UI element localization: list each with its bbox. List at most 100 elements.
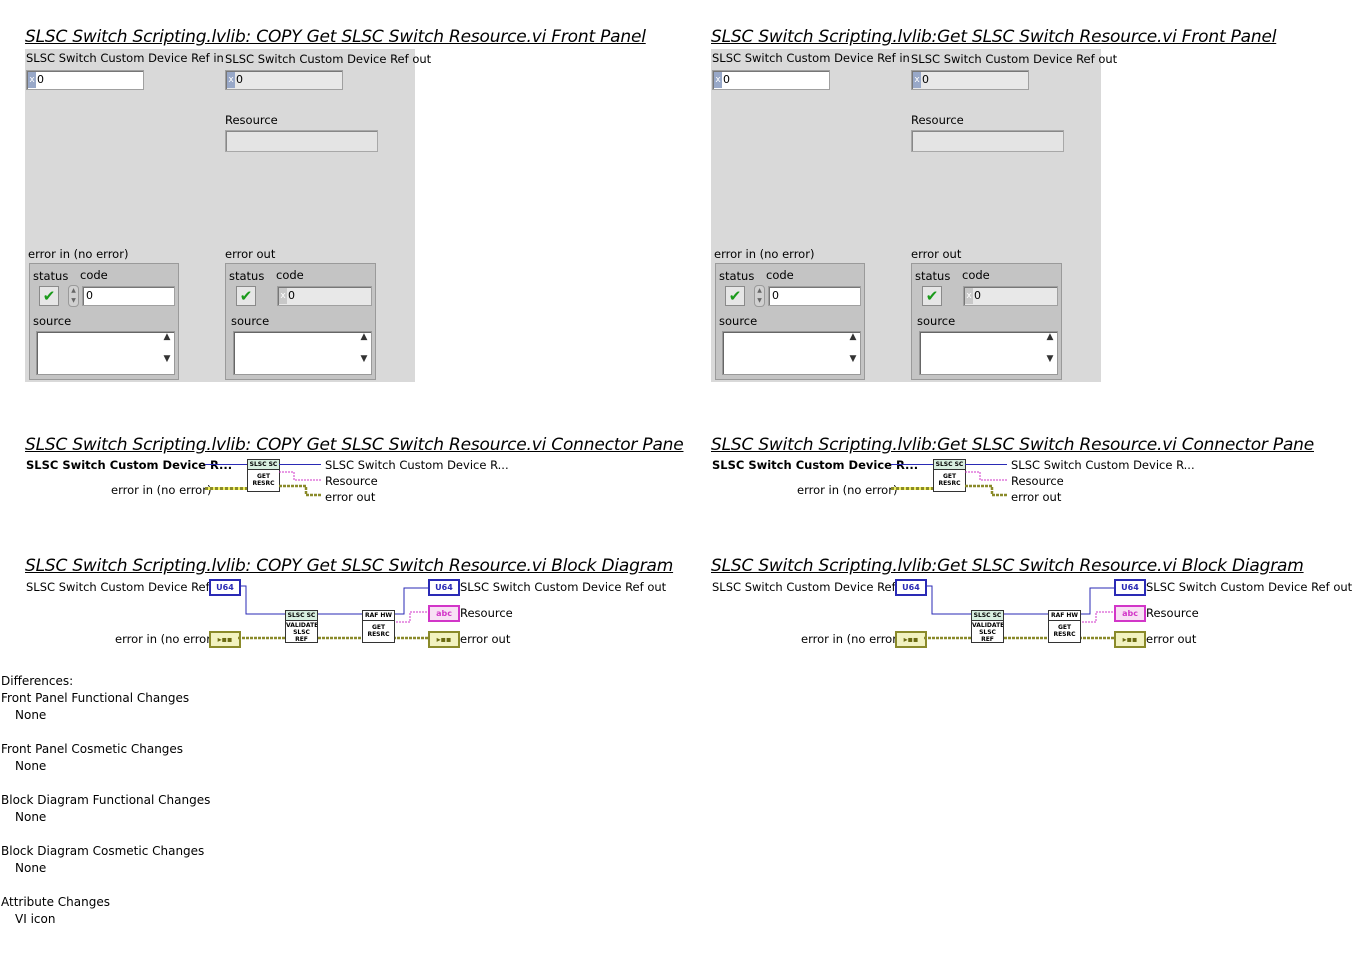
ref-wire — [279, 464, 321, 465]
cp-output-wires — [965, 471, 1007, 497]
bd-error-out-terminal[interactable]: ▸▪▪ — [1114, 631, 1146, 648]
scroll-down-icon[interactable]: ▼ — [360, 354, 368, 364]
bd-error-in-terminal[interactable]: ▸▪▪ — [895, 631, 927, 648]
cp-output-ref: SLSC Switch Custom Device R... — [325, 458, 509, 472]
bd-error-in-terminal[interactable]: ▸▪▪ — [209, 631, 241, 648]
validate-top: SLSC SC — [286, 611, 317, 621]
error-out-label: error out — [225, 247, 276, 261]
status-indicator: ✔ — [922, 286, 942, 306]
status-checkbox[interactable]: ✔ — [39, 286, 59, 306]
resource-label: Resource — [911, 113, 964, 127]
get-resource-subvi[interactable]: RAF HW GET RESRC — [1048, 610, 1081, 643]
raf-bottom: GET RESRC — [367, 624, 390, 638]
code-label: code — [962, 268, 990, 282]
diff-heading: Attribute Changes — [1, 895, 110, 909]
error-wire — [205, 487, 247, 490]
status-label: status — [33, 269, 69, 283]
bd-error-in-label: error in (no error) — [801, 632, 902, 646]
scrollbar[interactable]: ▲ ▼ — [846, 332, 860, 374]
code-label: code — [80, 268, 108, 282]
right-connector-pane-heading: SLSC Switch Scripting.lvlib:Get SLSC Swi… — [711, 435, 1314, 455]
diff-heading: Front Panel Cosmetic Changes — [1, 742, 184, 756]
bd-error-out-terminal[interactable]: ▸▪▪ — [428, 631, 460, 648]
resource-label: Resource — [225, 113, 278, 127]
bd-error-out-label: error out — [460, 632, 511, 646]
bd-error-in-label: error in (no error) — [115, 632, 216, 646]
resource-indicator — [911, 130, 1064, 152]
get-resource-subvi[interactable]: RAF HW GET RESRC — [362, 610, 395, 643]
scroll-up-icon[interactable]: ▲ — [163, 332, 171, 342]
ref-in-label: SLSC Switch Custom Device Ref in — [712, 51, 910, 65]
validate-bottom: VALIDATE SLSC REF — [286, 622, 318, 643]
left-front-panel-heading: SLSC Switch Scripting.lvlib: COPY Get SL… — [25, 27, 646, 47]
cp-icon-bottom: GET RESRC — [938, 473, 961, 487]
error-wire — [891, 487, 933, 490]
cp-icon-top: SLSC SC — [934, 460, 965, 470]
bd-resource-terminal[interactable]: abc — [428, 605, 460, 622]
scroll-up-icon[interactable]: ▲ — [849, 332, 857, 342]
bd-resource-terminal[interactable]: abc — [1114, 605, 1146, 622]
diff-heading: Front Panel Functional Changes — [1, 691, 190, 705]
validate-ref-subvi[interactable]: SLSC SC VALIDATE SLSC REF — [971, 610, 1004, 643]
bd-ref-out-label: SLSC Switch Custom Device Ref out — [1146, 580, 1353, 594]
validate-ref-subvi[interactable]: SLSC SC VALIDATE SLSC REF — [285, 610, 318, 643]
radix-icon: x — [279, 288, 287, 304]
scrollbar[interactable]: ▲ ▼ — [160, 332, 174, 374]
cp-vi-icon: SLSC SC GET RESRC — [247, 459, 280, 492]
ref-out-label: SLSC Switch Custom Device Ref out — [225, 52, 432, 66]
status-indicator: ✔ — [236, 286, 256, 306]
raf-top: RAF HW — [1049, 611, 1080, 621]
validate-top: SLSC SC — [972, 611, 1003, 621]
status-label: status — [915, 269, 951, 283]
diff-value: None — [15, 759, 47, 773]
bd-ref-in-terminal[interactable]: U64 — [209, 579, 241, 596]
status-checkbox[interactable]: ✔ — [725, 286, 745, 306]
ref-in-value: 0 — [37, 73, 44, 86]
code-input[interactable]: 0 — [768, 286, 861, 306]
bd-wires — [238, 585, 428, 640]
bd-ref-in-label: SLSC Switch Custom Device Ref in — [712, 580, 910, 594]
scroll-down-icon[interactable]: ▼ — [163, 354, 171, 364]
code-spinner[interactable]: ▲ ▼ — [754, 285, 765, 307]
status-label: status — [229, 269, 265, 283]
code-input[interactable]: 0 — [82, 286, 175, 306]
bd-ref-in-label: SLSC Switch Custom Device Ref in — [26, 580, 224, 594]
radix-icon: x — [227, 72, 235, 88]
radix-icon: x — [28, 72, 36, 88]
bd-wires — [924, 585, 1114, 640]
code-value: 0 — [772, 289, 779, 302]
code-label: code — [276, 268, 304, 282]
bd-ref-out-terminal[interactable]: U64 — [1114, 579, 1146, 596]
bd-resource-label: Resource — [460, 606, 513, 620]
diff-heading: Block Diagram Cosmetic Changes — [1, 844, 205, 858]
code-spinner[interactable]: ▲ ▼ — [68, 285, 79, 307]
diff-value: None — [15, 861, 47, 875]
scrollbar[interactable]: ▲ ▼ — [357, 332, 371, 374]
source-label: source — [917, 314, 956, 328]
scroll-down-icon[interactable]: ▼ — [849, 354, 857, 364]
left-connector-pane-heading: SLSC Switch Scripting.lvlib: COPY Get SL… — [25, 435, 684, 455]
validate-bottom: VALIDATE SLSC REF — [972, 622, 1004, 643]
cp-output-wires — [279, 471, 321, 497]
differences-title: Differences: — [1, 674, 74, 688]
scroll-up-icon[interactable]: ▲ — [1046, 332, 1054, 342]
source-input[interactable]: ▲ ▼ — [36, 331, 175, 375]
code-value: 0 — [86, 289, 93, 302]
source-input[interactable]: ▲ ▼ — [722, 331, 861, 375]
ref-out-value: 0 — [236, 73, 243, 86]
cp-output-error: error out — [1011, 490, 1062, 504]
bd-resource-label: Resource — [1146, 606, 1199, 620]
bd-ref-in-terminal[interactable]: U64 — [895, 579, 927, 596]
scrollbar[interactable]: ▲ ▼ — [1043, 332, 1057, 374]
diff-heading: Block Diagram Functional Changes — [1, 793, 211, 807]
bd-error-out-label: error out — [1146, 632, 1197, 646]
bd-ref-out-terminal[interactable]: U64 — [428, 579, 460, 596]
scroll-down-icon[interactable]: ▼ — [1046, 354, 1054, 364]
scroll-up-icon[interactable]: ▲ — [360, 332, 368, 342]
